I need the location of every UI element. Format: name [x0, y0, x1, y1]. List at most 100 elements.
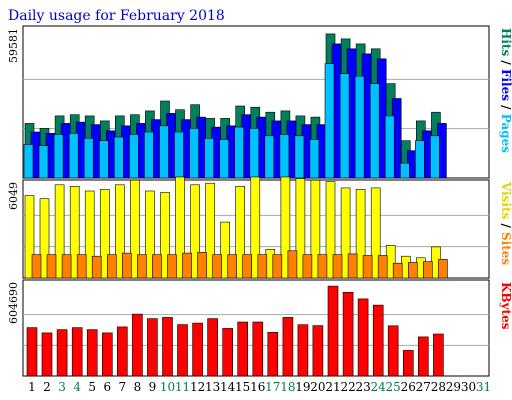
bar-visits-day-18: [280, 176, 291, 279]
bar-visits-day-8: [130, 179, 140, 279]
bar-kbytes-day-16: [252, 321, 264, 377]
bar-pages-day-2: [38, 145, 49, 179]
day-label: 16: [250, 380, 265, 394]
bar-pages-day-14: [219, 139, 229, 179]
bar-sites-day-12: [197, 252, 207, 279]
day-label: 27: [416, 380, 431, 394]
bar-sites-day-20: [317, 254, 328, 279]
day-label: 7: [118, 380, 126, 394]
bar-sites-day-25: [392, 262, 403, 279]
day-label: 22: [340, 380, 355, 394]
bar-sites-day-21: [332, 254, 343, 279]
bar-sites-day-13: [212, 254, 222, 279]
legend-entry: Files: [499, 69, 512, 101]
bar-pages-day-16: [249, 128, 260, 179]
bar-visits-day-6: [100, 189, 110, 279]
bar-visits-day-23: [355, 189, 366, 279]
day-label: 18: [280, 380, 295, 394]
bar-sites-day-24: [377, 255, 388, 279]
bar-pages-day-1: [23, 144, 34, 179]
chart-title: Daily usage for February 2018: [8, 8, 225, 24]
day-label: 31: [476, 380, 491, 394]
bar-pages-day-22: [339, 73, 350, 179]
day-label: 6: [103, 380, 111, 394]
bar-pages-day-5: [83, 138, 94, 179]
bar-kbytes-day-23: [357, 298, 369, 377]
bar-kbytes-day-14: [222, 328, 233, 377]
bar-visits-day-20: [310, 179, 321, 279]
bar-pages-day-20: [309, 139, 320, 179]
bar-sites-day-8: [137, 254, 147, 279]
bar-kbytes-day-1: [26, 327, 38, 377]
bar-visits-day-4: [69, 186, 80, 279]
bar-visits-day-1: [24, 195, 35, 279]
day-label: 12: [190, 380, 205, 394]
bar-pages-day-26: [399, 162, 410, 179]
bar-sites-day-5: [91, 255, 102, 279]
bar-kbytes-day-6: [102, 332, 113, 377]
bar-visits-day-19: [295, 178, 306, 279]
bar-kbytes-day-19: [297, 324, 309, 377]
day-label: 13: [205, 380, 220, 394]
bar-kbytes-day-7: [117, 326, 128, 377]
bar-visits-day-15: [235, 186, 245, 279]
day-label: 24: [371, 380, 387, 394]
bar-kbytes-day-4: [71, 327, 83, 377]
bar-sites-day-3: [61, 254, 72, 279]
bar-visits-day-22: [340, 187, 351, 279]
bar-visits-day-11: [175, 176, 185, 279]
legend-entry: /: [499, 219, 512, 232]
bar-sites-day-14: [227, 254, 237, 279]
bar-pages-day-6: [99, 140, 109, 179]
bar-sites-day-22: [347, 253, 358, 279]
bar-kbytes-day-5: [86, 329, 98, 377]
day-label: 30: [461, 380, 476, 394]
bar-pages-day-19: [294, 135, 305, 179]
bar-sites-day-15: [242, 254, 252, 279]
bar-pages-day-24: [369, 83, 380, 179]
bar-kbytes-day-8: [132, 313, 143, 377]
bar-kbytes-day-10: [162, 317, 173, 377]
scale-max-label: 604690: [7, 282, 20, 324]
bar-sites-day-9: [152, 254, 162, 279]
bar-visits-day-7: [115, 184, 125, 279]
legend-entry: /: [499, 101, 512, 114]
bar-visits-day-14: [220, 221, 230, 279]
day-label: 14: [220, 380, 236, 394]
bar-pages-day-23: [354, 75, 365, 179]
bar-pages-day-12: [189, 128, 199, 179]
bar-kbytes-day-9: [147, 318, 158, 377]
bar-kbytes-day-11: [177, 324, 188, 377]
bar-pages-day-13: [204, 138, 214, 179]
bar-pages-day-3: [53, 134, 64, 179]
legend-entry: /: [499, 56, 512, 69]
bar-sites-day-2: [46, 254, 57, 279]
bar-visits-day-16: [250, 176, 261, 279]
day-label: 21: [325, 380, 340, 394]
bar-sites-day-26: [407, 262, 418, 279]
bar-sites-day-11: [182, 252, 192, 279]
day-label: 26: [401, 380, 416, 394]
bar-sites-day-1: [31, 254, 42, 279]
bar-visits-day-2: [39, 198, 50, 279]
day-label: 10: [160, 380, 175, 394]
bar-pages-day-27: [414, 140, 425, 179]
day-label: 28: [431, 380, 446, 394]
bar-visits-day-12: [190, 184, 200, 279]
bar-pages-day-15: [234, 126, 244, 179]
bar-pages-day-28: [430, 135, 440, 179]
day-label: 9: [149, 380, 157, 394]
bar-kbytes-day-17: [267, 331, 279, 377]
panel-legend: Visits / Sites: [499, 181, 512, 265]
bar-visits-day-10: [160, 192, 170, 279]
bar-sites-day-16: [257, 254, 268, 279]
bar-pages-day-8: [129, 134, 139, 179]
bar-kbytes-day-15: [237, 321, 248, 377]
bar-kbytes-day-26: [402, 350, 414, 377]
bar-kbytes-day-28: [433, 333, 444, 377]
bar-pages-day-21: [324, 63, 335, 179]
day-axis-labels: 1 2 3 4 5 6 7 8 9 10 11 12 13 14 15 16 17 18 19 20 21 22 23 24 2…: [28, 380, 491, 394]
panel-hits-files-pages: 59581 Hits / Files / Pages: [7, 25, 512, 179]
bar-visits-day-13: [205, 182, 215, 279]
day-label: 17: [265, 380, 280, 394]
